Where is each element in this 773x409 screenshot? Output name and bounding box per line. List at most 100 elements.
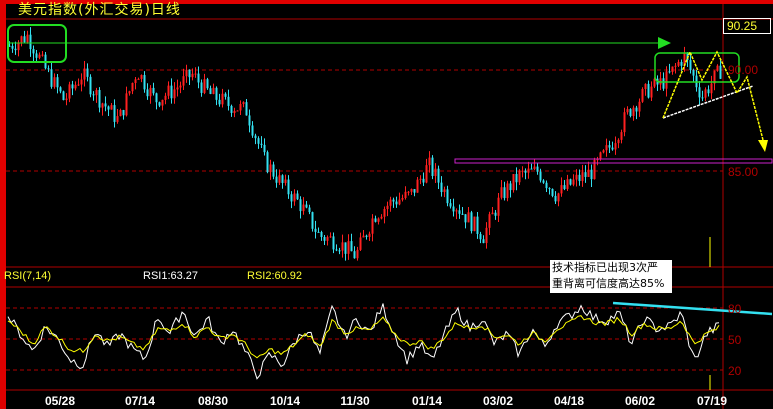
candle-body bbox=[161, 99, 164, 106]
date-tick: 03/02 bbox=[482, 394, 514, 408]
candle-body bbox=[371, 218, 374, 234]
candle-body bbox=[320, 232, 323, 238]
candle-body bbox=[404, 191, 407, 198]
candle-body bbox=[338, 250, 341, 252]
candle-body bbox=[98, 90, 101, 108]
projection-zigzag bbox=[662, 50, 764, 141]
candle-body bbox=[344, 242, 347, 254]
date-tick: 01/14 bbox=[411, 394, 443, 408]
rsi-tick-20: 20 bbox=[728, 364, 742, 378]
candle-body bbox=[677, 61, 680, 66]
candle-body bbox=[110, 105, 113, 110]
candle-body bbox=[578, 174, 581, 182]
candle-body bbox=[680, 61, 683, 66]
candle-body bbox=[323, 237, 326, 241]
candle-body bbox=[95, 90, 98, 96]
candle-body bbox=[341, 242, 344, 251]
candle-body bbox=[410, 189, 413, 192]
candle-body bbox=[437, 168, 440, 183]
candle-body bbox=[617, 139, 620, 144]
candle-body bbox=[608, 145, 611, 148]
candle-body bbox=[272, 164, 275, 177]
divergence-line bbox=[612, 301, 773, 316]
candle-body bbox=[593, 159, 596, 180]
candle-body bbox=[140, 75, 143, 79]
candle-body bbox=[500, 187, 503, 198]
candle-body bbox=[647, 83, 650, 98]
candle-body bbox=[92, 94, 95, 96]
candle-body bbox=[545, 182, 548, 189]
candle-body bbox=[605, 145, 608, 151]
candle-body bbox=[149, 87, 152, 97]
candle-body bbox=[83, 68, 86, 80]
candle-body bbox=[278, 175, 281, 183]
candle-body bbox=[509, 183, 512, 191]
candle-body bbox=[230, 105, 233, 113]
candle-body bbox=[689, 60, 692, 71]
candle-body bbox=[254, 135, 257, 139]
candle-body bbox=[362, 235, 365, 238]
rsi-tick-50: 50 bbox=[728, 333, 742, 347]
candle-body bbox=[248, 115, 251, 126]
candle-body bbox=[416, 179, 419, 193]
candle-body bbox=[332, 236, 335, 250]
candle-body bbox=[41, 54, 44, 56]
candle-body bbox=[413, 189, 416, 193]
candle-body bbox=[590, 169, 593, 180]
date-tick: 10/14 bbox=[269, 394, 301, 408]
candle-body bbox=[542, 180, 545, 183]
candle-body bbox=[347, 241, 350, 254]
candle-body bbox=[575, 174, 578, 180]
candle-body bbox=[242, 102, 245, 105]
candle-body bbox=[104, 103, 107, 107]
date-tick: 04/18 bbox=[553, 394, 585, 408]
rsi-tick-80: 80 bbox=[728, 302, 742, 316]
rsi2-line bbox=[7, 315, 720, 359]
candle-body bbox=[302, 204, 305, 212]
date-tick: 08/30 bbox=[197, 394, 229, 408]
candle-body bbox=[113, 105, 116, 122]
candle-body bbox=[314, 228, 317, 232]
candle-body bbox=[566, 179, 569, 189]
candle-body bbox=[476, 216, 479, 234]
top-border bbox=[0, 0, 773, 4]
candle-body bbox=[485, 227, 488, 244]
candle-body bbox=[203, 79, 206, 93]
candle-body bbox=[368, 233, 371, 237]
candle-body bbox=[626, 109, 629, 113]
date-tick: 06/02 bbox=[624, 394, 656, 408]
support-box bbox=[454, 158, 773, 164]
candle-body bbox=[200, 82, 203, 93]
candle-body bbox=[17, 42, 20, 51]
candle-body bbox=[569, 179, 572, 185]
candle-body bbox=[443, 189, 446, 193]
rsi1-value: RSI1:63.27 bbox=[143, 270, 199, 282]
candle-body bbox=[431, 157, 434, 177]
candle-body bbox=[167, 85, 170, 96]
candle-body bbox=[539, 171, 542, 181]
candle-body bbox=[77, 84, 80, 86]
chart-title: 美元指数(外汇交易)日线 bbox=[18, 2, 181, 18]
candle-body bbox=[668, 71, 671, 73]
candle-body bbox=[119, 110, 122, 117]
candle-body bbox=[47, 68, 50, 70]
candle-body bbox=[434, 168, 437, 177]
candle-body bbox=[35, 53, 38, 58]
candle-body bbox=[380, 216, 383, 219]
candle-body bbox=[611, 147, 614, 150]
candle-body bbox=[23, 36, 26, 43]
candle-body bbox=[515, 174, 518, 183]
candle-body bbox=[185, 69, 188, 77]
candle-body bbox=[32, 49, 35, 54]
candle-body bbox=[497, 197, 500, 216]
candle-body bbox=[389, 199, 392, 206]
candle-body bbox=[116, 116, 119, 122]
candle-body bbox=[638, 101, 641, 112]
candle-body bbox=[266, 152, 269, 173]
candle-body bbox=[284, 179, 287, 183]
candle-body bbox=[632, 107, 635, 116]
candle-body bbox=[623, 112, 626, 133]
candle-body bbox=[212, 87, 215, 94]
candle-body bbox=[215, 87, 218, 100]
